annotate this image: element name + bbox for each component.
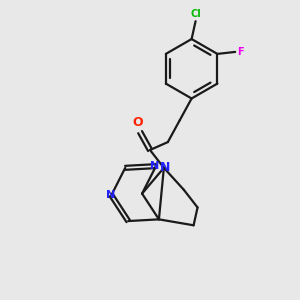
Text: F: F (237, 47, 244, 57)
Text: N: N (150, 161, 160, 171)
Text: N: N (106, 190, 115, 200)
Text: O: O (133, 116, 143, 129)
Text: N: N (160, 161, 170, 174)
Text: Cl: Cl (190, 9, 201, 19)
